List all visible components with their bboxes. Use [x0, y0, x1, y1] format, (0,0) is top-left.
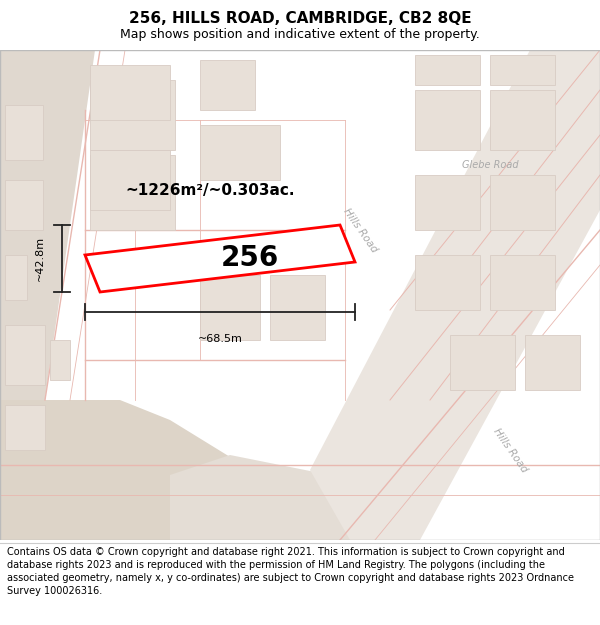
Bar [90, 65, 170, 120]
Bar [5, 105, 43, 160]
Bar [5, 405, 45, 450]
Text: ~68.5m: ~68.5m [197, 334, 242, 344]
Text: ~1226m²/~0.303ac.: ~1226m²/~0.303ac. [125, 182, 295, 198]
Bar [490, 55, 555, 85]
Bar [525, 335, 580, 390]
Bar [415, 255, 480, 310]
Bar [5, 325, 45, 385]
Bar [490, 255, 555, 310]
Polygon shape [0, 400, 235, 540]
Bar [415, 55, 480, 85]
Polygon shape [85, 225, 355, 292]
Bar [5, 180, 43, 230]
Bar [200, 60, 255, 110]
Bar [415, 90, 480, 150]
Polygon shape [170, 455, 380, 540]
Text: Hills Road: Hills Road [341, 206, 379, 254]
Bar [415, 175, 480, 230]
Text: ~42.8m: ~42.8m [35, 236, 45, 281]
Bar [5, 255, 27, 300]
Text: Contains OS data © Crown copyright and database right 2021. This information is : Contains OS data © Crown copyright and d… [7, 547, 574, 596]
Bar [490, 175, 555, 230]
Bar [200, 275, 260, 340]
Polygon shape [90, 155, 175, 230]
Text: 256, HILLS ROAD, CAMBRIDGE, CB2 8QE: 256, HILLS ROAD, CAMBRIDGE, CB2 8QE [128, 11, 472, 26]
Bar [490, 90, 555, 150]
Text: Map shows position and indicative extent of the property.: Map shows position and indicative extent… [120, 28, 480, 41]
Polygon shape [90, 80, 175, 150]
Text: 256: 256 [221, 244, 279, 272]
Bar [50, 340, 70, 380]
Polygon shape [310, 50, 600, 540]
Polygon shape [0, 50, 95, 400]
Bar [200, 125, 280, 180]
Bar [450, 335, 515, 390]
Text: Hills Road: Hills Road [491, 426, 529, 474]
Text: Glebe Road: Glebe Road [461, 160, 518, 170]
Bar [270, 275, 325, 340]
Bar [90, 150, 170, 210]
